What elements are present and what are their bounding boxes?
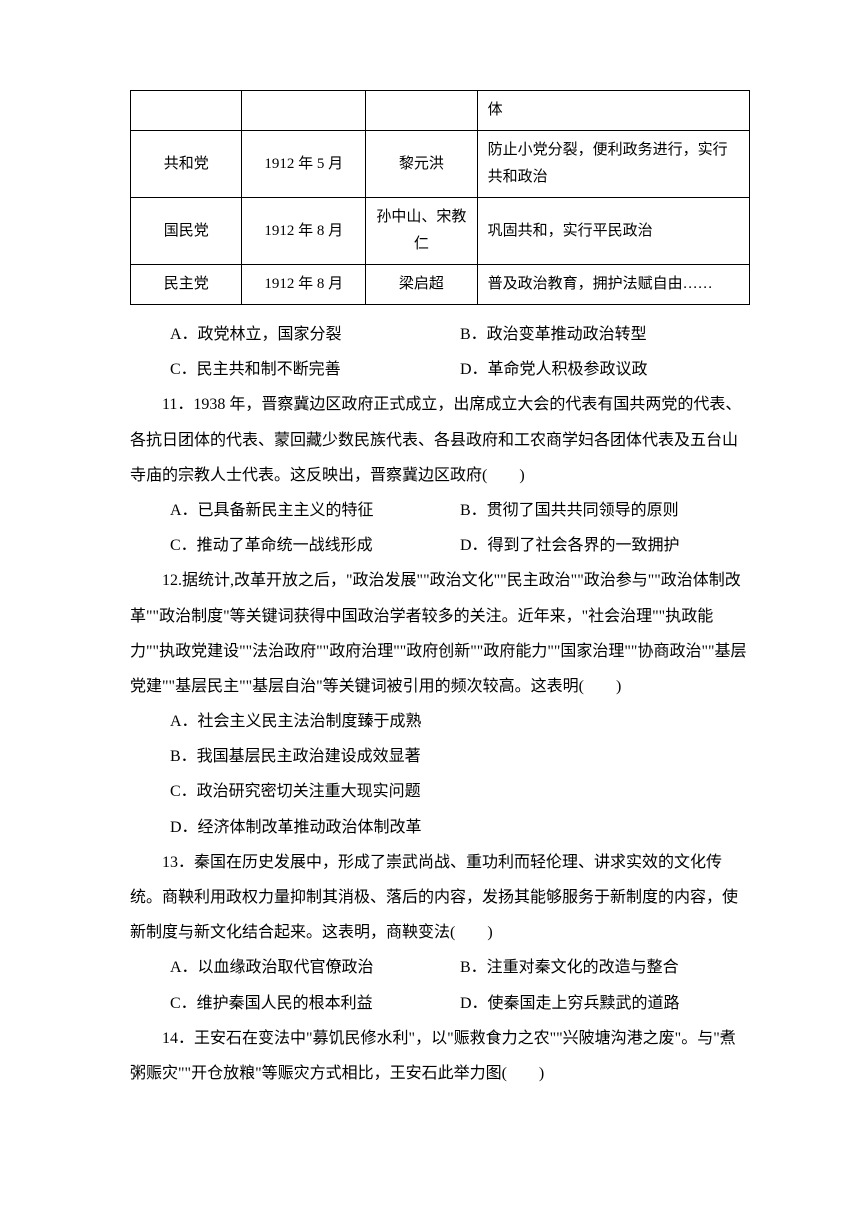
political-parties-table: 体 共和党 1912 年 5 月 黎元洪 防止小党分裂，便利政务进行，实行共和政… [130,90,750,305]
question-11: 11．1938 年，晋察冀边区政府正式成立，出席成立大会的代表有国共两党的代表、… [130,387,750,493]
cell: 防止小党分裂，便利政务进行，实行共和政治 [477,131,749,198]
table-row: 体 [131,91,750,131]
table-row: 民主党 1912 年 8 月 梁启超 普及政治教育，拥护法赋自由…… [131,265,750,305]
q13-options-row2: C．维护秦国人民的根本利益D．使秦国走上穷兵黩武的道路 [130,986,750,1021]
option-c: C．推动了革命统一战线形成 [170,528,460,563]
cell: 1912 年 8 月 [242,265,366,305]
option-c: C．政治研究密切关注重大现实问题 [130,774,750,809]
table-row: 共和党 1912 年 5 月 黎元洪 防止小党分裂，便利政务进行，实行共和政治 [131,131,750,198]
cell: 1912 年 5 月 [242,131,366,198]
cell: 梁启超 [366,265,477,305]
option-b: B．贯彻了国共共同领导的原则 [460,493,738,528]
cell: 1912 年 8 月 [242,198,366,265]
q10-options-row2: C．民主共和制不断完善D．革命党人积极参政议政 [130,352,750,387]
q11-options-row2: C．推动了革命统一战线形成D．得到了社会各界的一致拥护 [130,528,750,563]
option-c: C．维护秦国人民的根本利益 [170,986,460,1021]
cell [131,91,242,131]
option-a: A．以血缘政治取代官僚政治 [170,950,460,985]
option-a: A．社会主义民主法治制度臻于成熟 [130,704,750,739]
option-c: C．民主共和制不断完善 [170,352,460,387]
question-13: 13．秦国在历史发展中，形成了崇武尚战、重功利而轻伦理、讲求实效的文化传统。商鞅… [130,845,750,951]
option-b: B．政治变革推动政治转型 [460,317,738,352]
option-d: D．得到了社会各界的一致拥护 [460,528,738,563]
option-d: D．经济体制改革推动政治体制改革 [130,810,750,845]
cell: 共和党 [131,131,242,198]
table-row: 国民党 1912 年 8 月 孙中山、宋教仁 巩固共和，实行平民政治 [131,198,750,265]
cell: 体 [477,91,749,131]
option-a: A．政党林立，国家分裂 [170,317,460,352]
option-a: A．已具备新民主主义的特征 [170,493,460,528]
question-12: 12.据统计,改革开放之后，"政治发展""政治文化""民主政治""政治参与""政… [130,563,750,704]
q13-options-row1: A．以血缘政治取代官僚政治B．注重对秦文化的改造与整合 [130,950,750,985]
option-b: B．注重对秦文化的改造与整合 [460,950,738,985]
cell: 国民党 [131,198,242,265]
cell: 孙中山、宋教仁 [366,198,477,265]
option-d: D．使秦国走上穷兵黩武的道路 [460,986,738,1021]
q11-options-row1: A．已具备新民主主义的特征B．贯彻了国共共同领导的原则 [130,493,750,528]
cell: 民主党 [131,265,242,305]
cell: 黎元洪 [366,131,477,198]
cell [366,91,477,131]
option-d: D．革命党人积极参政议政 [460,352,738,387]
q10-options-row1: A．政党林立，国家分裂B．政治变革推动政治转型 [130,317,750,352]
question-14: 14．王安石在变法中"募饥民修水利"，以"赈救食力之农""兴陂塘沟港之废"。与"… [130,1021,750,1091]
cell: 普及政治教育，拥护法赋自由…… [477,265,749,305]
option-b: B．我国基层民主政治建设成效显著 [130,739,750,774]
cell [242,91,366,131]
cell: 巩固共和，实行平民政治 [477,198,749,265]
